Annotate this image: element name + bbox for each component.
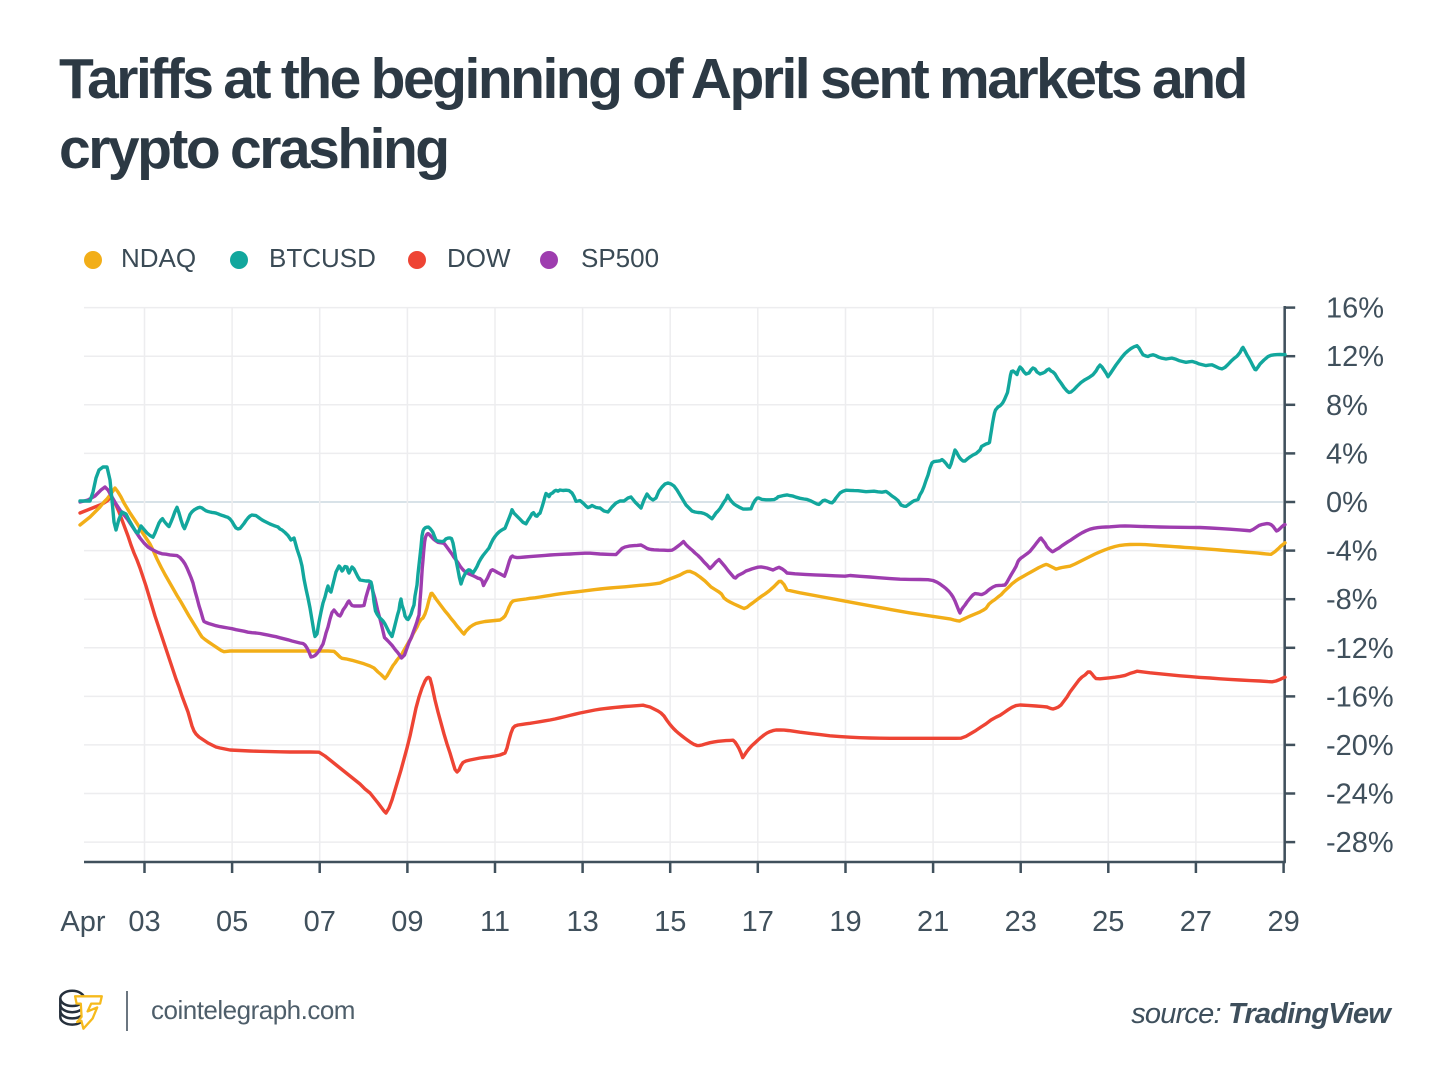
svg-text:-28%: -28% — [1326, 827, 1394, 859]
svg-text:-20%: -20% — [1326, 730, 1394, 762]
svg-text:8%: 8% — [1326, 390, 1368, 422]
svg-text:Apr: Apr — [60, 906, 105, 938]
svg-text:-4%: -4% — [1326, 536, 1378, 568]
svg-text:15: 15 — [654, 906, 686, 938]
svg-text:11: 11 — [480, 906, 510, 938]
svg-text:19: 19 — [829, 906, 861, 938]
svg-text:-16%: -16% — [1326, 681, 1394, 713]
svg-text:-12%: -12% — [1326, 633, 1394, 665]
svg-text:23: 23 — [1005, 906, 1037, 938]
svg-text:07: 07 — [304, 906, 336, 938]
svg-text:12%: 12% — [1326, 341, 1384, 373]
svg-text:21: 21 — [917, 906, 949, 938]
svg-text:4%: 4% — [1326, 438, 1368, 470]
svg-text:03: 03 — [128, 906, 160, 938]
svg-text:27: 27 — [1180, 906, 1212, 938]
svg-text:13: 13 — [566, 906, 598, 938]
svg-text:29: 29 — [1267, 906, 1299, 938]
svg-text:09: 09 — [391, 906, 423, 938]
svg-text:05: 05 — [216, 906, 248, 938]
svg-text:17: 17 — [742, 906, 774, 938]
svg-text:-24%: -24% — [1326, 779, 1394, 811]
svg-text:0%: 0% — [1326, 487, 1368, 519]
svg-text:25: 25 — [1092, 906, 1124, 938]
svg-text:16%: 16% — [1326, 293, 1384, 325]
svg-text:-8%: -8% — [1326, 584, 1378, 616]
